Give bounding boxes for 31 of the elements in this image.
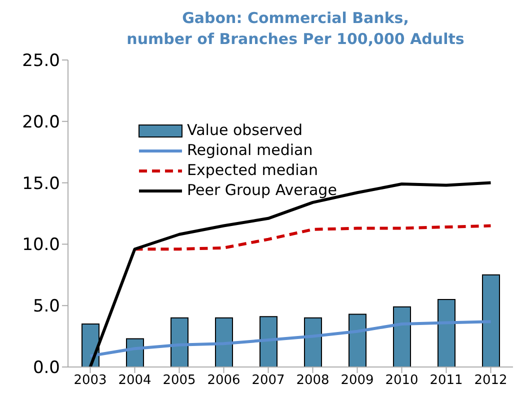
bar: [260, 316, 278, 367]
legend-label: Expected median: [187, 161, 318, 179]
x-tick-label: 2010: [385, 373, 418, 388]
y-tick-label: 25.0: [22, 51, 60, 72]
bar: [304, 317, 322, 367]
bar: [393, 306, 411, 367]
line-series: [133, 224, 492, 251]
x-tick-label: 2004: [118, 373, 152, 388]
legend-label: Value observed: [187, 121, 302, 139]
x-tick-label: 2006: [207, 373, 240, 388]
y-tick-label: 0.0: [32, 358, 60, 378]
bar: [348, 314, 366, 367]
bar: [438, 298, 456, 367]
x-tick-label: 2008: [296, 373, 330, 388]
x-tick-label: 2003: [74, 373, 107, 388]
y-tick-label: 10.0: [22, 235, 60, 256]
bar: [170, 317, 188, 367]
legend-label: Regional median: [187, 141, 313, 159]
y-tick-label: 20.0: [22, 112, 60, 132]
x-tick-label: 2011: [430, 373, 463, 388]
legend-label: Peer Group Average: [187, 181, 337, 199]
x-tick-label: 2012: [474, 373, 508, 388]
y-tick-label: 15.0: [22, 174, 60, 194]
x-tick-label: 2007: [252, 373, 285, 388]
y-tick-label: 5.0: [32, 296, 60, 317]
bar: [482, 274, 500, 367]
bar: [215, 317, 233, 367]
x-tick-label: 2005: [162, 373, 196, 388]
line-series: [88, 320, 492, 358]
chart-title: Gabon: Commercial Banks, number of Branches Per 100,000 Adults: [126, 8, 466, 50]
x-tick-label: 2009: [340, 373, 374, 388]
